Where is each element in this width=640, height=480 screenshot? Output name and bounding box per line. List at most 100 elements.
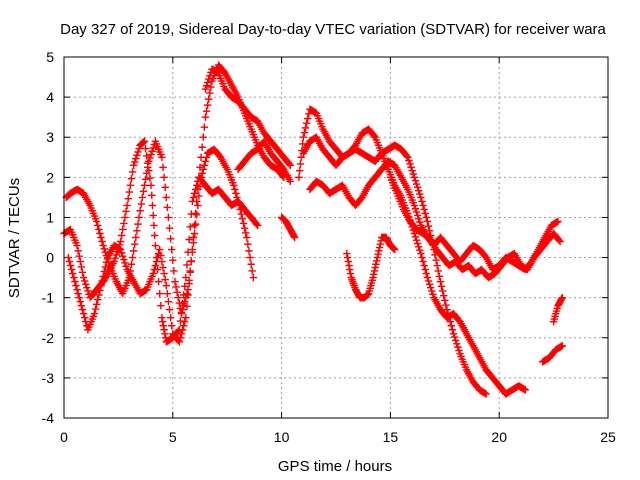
data-point: [163, 289, 172, 298]
data-point: [73, 285, 81, 294]
series-s11: [386, 173, 564, 282]
series-s10: [343, 233, 399, 302]
data-point: [408, 166, 416, 175]
data-point: [343, 253, 352, 262]
series-s13: [549, 293, 567, 326]
data-point: [157, 301, 165, 310]
data-point: [205, 95, 213, 103]
data-point: [201, 113, 210, 121]
data-point: [455, 346, 463, 355]
data-point: [189, 233, 198, 242]
data-point: [375, 243, 384, 252]
data-point: [244, 240, 252, 248]
data-point: [201, 157, 210, 165]
data-point: [95, 225, 103, 234]
data-point: [176, 334, 185, 342]
data-point: [202, 107, 211, 115]
data-point: [189, 193, 198, 202]
data-point: [145, 157, 153, 165]
data-point: [190, 221, 199, 230]
data-point: [164, 213, 173, 222]
x-tick-label: 25: [600, 429, 616, 445]
data-point: [422, 213, 431, 222]
data-point: [406, 160, 414, 168]
data-point: [412, 180, 421, 188]
data-point: [195, 192, 203, 200]
data-point: [141, 175, 150, 184]
data-point: [198, 169, 206, 178]
data-point: [200, 123, 209, 131]
data-point: [374, 250, 382, 258]
data-point: [94, 295, 102, 304]
data-point: [369, 273, 377, 282]
data-point: [79, 310, 88, 318]
data-point: [412, 208, 421, 216]
data-point: [119, 225, 127, 234]
data-point: [67, 265, 76, 274]
data-point: [391, 245, 399, 254]
data-point: [433, 261, 441, 270]
data-point: [404, 153, 412, 161]
data-point: [425, 280, 434, 288]
series-s4: [201, 65, 295, 169]
data-point: [175, 299, 184, 307]
data-point: [240, 224, 249, 232]
data-point: [168, 322, 176, 330]
data-point: [193, 181, 201, 190]
data-point: [136, 207, 144, 215]
data-point: [161, 275, 169, 284]
data-point: [95, 291, 103, 299]
data-point: [117, 231, 126, 240]
data-point: [131, 158, 139, 166]
data-point: [97, 281, 105, 290]
data-point: [101, 263, 110, 271]
y-axis-label: SDTVAR / TECUs: [6, 178, 23, 298]
data-point: [79, 273, 88, 282]
data-point: [422, 269, 431, 278]
data-point: [191, 209, 200, 218]
data-point: [160, 326, 168, 334]
data-point: [195, 173, 203, 182]
x-tick-label: 5: [169, 429, 177, 445]
series-s7: [295, 105, 530, 398]
data-point: [419, 201, 427, 210]
data-point: [344, 257, 353, 266]
y-tick-label: 4: [46, 89, 54, 105]
data-point: [69, 269, 77, 278]
data-point: [162, 193, 170, 202]
data-point: [177, 330, 186, 338]
data-point: [343, 249, 351, 258]
data-point: [161, 330, 169, 338]
data-point: [407, 163, 415, 172]
data-point: [241, 229, 250, 237]
data-point: [127, 174, 136, 183]
data-point: [183, 302, 191, 311]
data-point: [451, 336, 460, 345]
data-point: [161, 183, 169, 192]
data-points: [60, 61, 567, 398]
data-point: [140, 137, 149, 145]
data-point: [169, 256, 177, 264]
data-point: [132, 154, 140, 163]
data-point: [92, 300, 101, 309]
data-point: [150, 265, 159, 274]
y-tick-label: 2: [46, 169, 54, 185]
data-point: [444, 310, 452, 318]
data-point: [194, 201, 202, 210]
data-point: [286, 161, 295, 169]
y-tick-label: -4: [42, 410, 55, 426]
data-point: [187, 257, 195, 265]
data-point: [77, 263, 86, 271]
data-point: [296, 166, 304, 175]
data-point: [117, 249, 126, 257]
series-s12: [539, 342, 567, 366]
series-s9: [306, 157, 562, 274]
data-point: [290, 233, 299, 242]
data-point: [162, 281, 170, 290]
data-point: [133, 151, 141, 159]
data-point: [134, 220, 142, 228]
data-point: [301, 124, 310, 132]
data-point: [245, 247, 253, 255]
